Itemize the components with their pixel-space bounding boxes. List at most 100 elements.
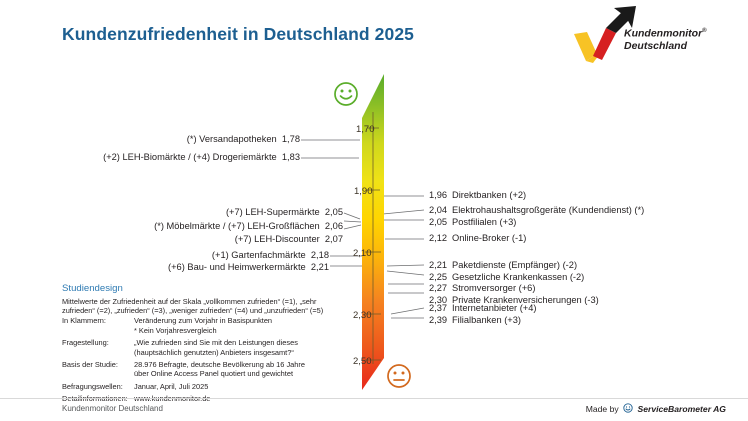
right-label-value: 2,37 (429, 303, 448, 313)
right-label-value: 2,25 (429, 271, 448, 282)
tick-label-5: 2,50 (353, 356, 372, 367)
leader-right-6 (386, 270, 425, 276)
right-label-text: Filialbanken (+3) (452, 314, 521, 325)
left-label-row: (+2) LEH-Biomärkte / (+4) Drogeriemärkte… (0, 152, 300, 164)
left-label-row: (*) Möbelmärkte / (+7) LEH-Großflächen 2… (0, 221, 343, 233)
studiendesign-row: Fragestellung: „Wie zufrieden sind Sie m… (62, 338, 362, 347)
studiendesign-key: Fragestellung: (62, 338, 109, 348)
right-label-row: 2,37 Internetanbieter (+4) (429, 303, 537, 315)
right-label-group-1: 1,96 Direktbanken (+2) (429, 190, 526, 202)
studiendesign-value: 28.976 Befragte, deutsche Bevölkerung ab… (134, 360, 305, 370)
studiendesign-key: Basis der Studie: (62, 360, 118, 370)
left-label-text: (+7) LEH-Supermärkte (225, 207, 320, 217)
right-label-text: Gesetzliche Krankenkassen (-2) (452, 271, 585, 282)
right-label-value: 2,21 (429, 260, 448, 270)
smiley-neutral-icon (386, 363, 412, 394)
studiendesign-key (62, 348, 134, 357)
tick-label-3: 2,10 (353, 248, 372, 259)
right-label-row: 2,04 Elektrohaushaltsgroßgeräte (Kundendi… (429, 205, 644, 217)
studiendesign-row: Befragungswellen: Januar, April, Juli 20… (62, 382, 362, 391)
studiendesign-row: (hauptsächlich genutzten) Anbieters insg… (62, 348, 362, 357)
scale-gradient-bar (362, 74, 384, 390)
footer-credit: Made by ServiceBarometer AG (586, 403, 726, 415)
right-label-text: Postfilialen (+3) (452, 216, 517, 227)
leader-left-3 (343, 212, 361, 220)
left-label-text: (+7) LEH-Discounter (234, 234, 320, 245)
left-label-group-2: (+7) LEH-Supermärkte 2,05 (*) Möbelmärkt… (0, 207, 343, 248)
leader-left-4 (343, 220, 362, 223)
right-label-value: 2,30 (429, 294, 448, 305)
right-label-row: 2,39 Filialbanken (+3) (429, 315, 537, 327)
studiendesign-row: Basis der Studie: 28.976 Befragte, deuts… (62, 360, 362, 369)
smiley-happy-icon (333, 81, 359, 112)
studiendesign-row: * Kein Vorjahresvergleich (62, 326, 362, 335)
studiendesign-row: über Online Access Panel quotiert und ge… (62, 369, 362, 378)
studiendesign-intro-line-1: Mittelwerte der Zufriedenheit auf der Sk… (62, 297, 317, 306)
studiendesign-value: Januar, April, Juli 2025 (134, 381, 209, 391)
studiendesign-key (62, 326, 134, 335)
logo-registered-mark: ® (702, 28, 707, 34)
left-label-value: 2,05 (324, 207, 343, 217)
studiendesign-key: Befragungswellen: (62, 381, 123, 391)
right-label-text: Elektrohaushaltsgroßgeräte (Kundendienst… (452, 205, 645, 215)
right-label-value: 2,12 (429, 233, 448, 243)
left-label-group-1: (*) Versandapotheken 1,78 (+2) LEH-Biomä… (0, 134, 300, 164)
right-label-row: 1,96 Direktbanken (+2) (429, 190, 526, 202)
studiendesign-key: In Klammern: (62, 316, 106, 326)
studiendesign-table: In Klammern: Veränderung zum Vorjahr in … (62, 316, 362, 403)
logo-wordmark: Kundenmonitor® Deutschland (624, 25, 707, 53)
studiendesign-value: über Online Access Panel quotiert und ge… (134, 369, 293, 379)
studiendesign-value: * Kein Vorjahresvergleich (134, 325, 217, 335)
right-label-text: Private Krankenversicherungen (-3) (452, 294, 599, 305)
right-label-row: 2,12 Online-Broker (-1) (429, 233, 526, 245)
studiendesign-key (62, 369, 134, 378)
footer-brand: ServiceBarometer AG (637, 404, 726, 414)
right-label-value: 1,96 (429, 190, 448, 200)
right-label-row: 2,21 Paketdienste (Empfänger) (-2) (429, 260, 599, 272)
left-label-text: (*) Möbelmärkte / (+7) LEH-Großflächen (154, 220, 320, 231)
studiendesign-value: (hauptsächlich genutzten) Anbieters insg… (134, 347, 294, 357)
servicebarometer-smiley-icon (623, 403, 633, 415)
right-label-group-4: 2,21 Paketdienste (Empfänger) (-2) 2,25 Ge… (429, 260, 599, 306)
tick-label-2: 1,90 (354, 186, 373, 197)
right-label-text: Direktbanken (+2) (452, 190, 527, 200)
logo-name: Kundenmonitor (624, 27, 703, 40)
kundenmonitor-logo: Kundenmonitor® Deutschland (566, 6, 744, 64)
footer-divider (0, 398, 748, 399)
right-label-value: 2,04 (429, 205, 448, 215)
right-label-value: 2,05 (429, 216, 448, 227)
page-title: Kundenzufriedenheit in Deutschland 2025 (62, 24, 415, 44)
right-label-value: 2,27 (429, 283, 448, 294)
studiendesign-value: Veränderung zum Vorjahr in Basispunkten (134, 316, 273, 326)
left-label-text: (+1) Gartenfachmärkte (211, 250, 306, 260)
right-label-row: 2,30 Private Krankenversicherungen (-3) (429, 295, 599, 307)
left-label-group-3: (+1) Gartenfachmärkte 2,18 (+6) Bau- und… (0, 250, 329, 273)
right-label-text: Internetanbieter (+4) (452, 303, 537, 313)
studiendesign-block: Studiendesign Mittelwerte der Zufriedenh… (62, 283, 362, 404)
right-label-text: Stromversorger (+6) (452, 283, 536, 294)
logo-subname: Deutschland (624, 40, 688, 52)
studiendesign-heading: Studiendesign (62, 283, 123, 294)
logo-checkmark-arrow-icon (574, 6, 636, 63)
left-label-text: (+6) Bau- und Heimwerkermärkte (168, 261, 306, 272)
right-label-row: 2,05 Postfilialen (+3) (429, 217, 644, 229)
satisfaction-scale: 1,70 1,90 2,10 2,30 2,50 (350, 72, 392, 392)
left-label-value: 1,83 (281, 152, 300, 163)
leader-right-9 (390, 307, 425, 315)
left-label-text: (+2) LEH-Biomärkte / (+4) Drogeriemärkte (103, 152, 277, 163)
right-label-text: Online-Broker (-1) (452, 233, 527, 243)
footer-made-by-label: Made by (585, 404, 619, 414)
right-label-group-2: 2,04 Elektrohaushaltsgroßgeräte (Kundendi… (429, 205, 644, 228)
leader-right-2 (382, 209, 425, 215)
left-label-row: (+7) LEH-Supermärkte 2,05 (0, 207, 343, 219)
left-label-text: (*) Versandapotheken (186, 134, 277, 144)
right-label-text: Paketdienste (Empfänger) (-2) (452, 260, 578, 270)
left-label-row: (+7) LEH-Discounter 2,07 (0, 234, 343, 246)
left-label-row: (+1) Gartenfachmärkte 2,18 (0, 250, 329, 262)
left-label-value: 2,06 (324, 220, 343, 231)
left-label-value: 2,07 (324, 234, 343, 245)
footer-source: Kundenmonitor Deutschland (62, 404, 163, 413)
leader-left-5 (343, 224, 362, 230)
